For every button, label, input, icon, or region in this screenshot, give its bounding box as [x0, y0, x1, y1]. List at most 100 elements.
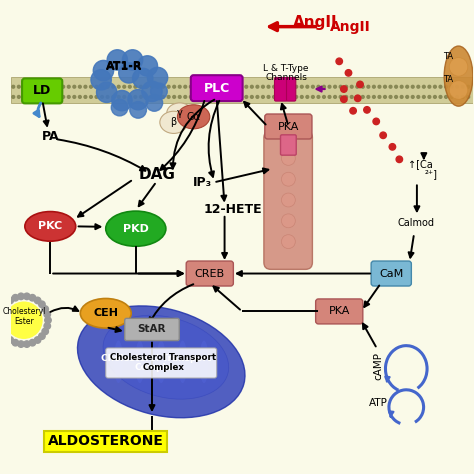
Bar	[11, 77, 474, 103]
Circle shape	[289, 96, 292, 98]
Circle shape	[356, 96, 359, 98]
Circle shape	[45, 85, 48, 88]
Circle shape	[273, 96, 275, 98]
Circle shape	[350, 108, 356, 114]
Circle shape	[245, 96, 248, 98]
Text: AngII: AngII	[293, 15, 337, 29]
Text: cAMP: cAMP	[374, 353, 383, 381]
Circle shape	[167, 96, 170, 98]
Circle shape	[422, 85, 425, 88]
Circle shape	[267, 85, 270, 88]
Circle shape	[51, 85, 54, 88]
Ellipse shape	[160, 111, 188, 134]
FancyBboxPatch shape	[186, 261, 233, 286]
Circle shape	[367, 96, 370, 98]
Text: 12-HETE: 12-HETE	[203, 203, 262, 216]
Circle shape	[445, 85, 447, 88]
Circle shape	[24, 341, 30, 347]
Circle shape	[317, 96, 320, 98]
Circle shape	[223, 85, 226, 88]
Circle shape	[147, 67, 168, 88]
Circle shape	[34, 297, 41, 304]
Circle shape	[151, 83, 167, 100]
Circle shape	[378, 85, 381, 88]
Circle shape	[142, 81, 162, 101]
Circle shape	[336, 58, 343, 64]
Circle shape	[355, 95, 361, 101]
Circle shape	[311, 96, 314, 98]
Circle shape	[211, 85, 214, 88]
Circle shape	[0, 306, 6, 312]
Circle shape	[289, 85, 292, 88]
Circle shape	[167, 85, 170, 88]
Circle shape	[461, 85, 464, 88]
Circle shape	[328, 96, 331, 98]
Circle shape	[62, 96, 64, 98]
Ellipse shape	[178, 340, 187, 383]
Circle shape	[323, 96, 325, 98]
Text: Complex: Complex	[135, 363, 178, 372]
Ellipse shape	[103, 315, 228, 399]
Ellipse shape	[160, 322, 173, 339]
Circle shape	[90, 85, 92, 88]
Circle shape	[234, 85, 237, 88]
Circle shape	[206, 85, 209, 88]
Circle shape	[411, 96, 414, 98]
Circle shape	[278, 85, 281, 88]
Ellipse shape	[80, 299, 131, 328]
Circle shape	[389, 85, 392, 88]
Ellipse shape	[106, 211, 166, 246]
Circle shape	[79, 96, 81, 98]
Text: Complex: Complex	[143, 363, 184, 372]
Circle shape	[428, 85, 431, 88]
Circle shape	[301, 96, 303, 98]
Circle shape	[18, 341, 24, 347]
FancyBboxPatch shape	[264, 131, 312, 269]
FancyBboxPatch shape	[371, 261, 411, 286]
Circle shape	[201, 96, 203, 98]
Circle shape	[40, 96, 42, 98]
Circle shape	[445, 96, 447, 98]
Circle shape	[56, 96, 59, 98]
Ellipse shape	[282, 193, 295, 207]
Text: ²⁺]: ²⁺]	[425, 170, 438, 180]
Circle shape	[345, 85, 347, 88]
Text: ATP: ATP	[369, 399, 388, 409]
Circle shape	[201, 85, 203, 88]
Circle shape	[0, 328, 6, 335]
Text: ↑[Ca: ↑[Ca	[408, 159, 432, 169]
Circle shape	[6, 302, 42, 338]
Circle shape	[45, 317, 51, 323]
Circle shape	[334, 96, 337, 98]
Circle shape	[434, 85, 437, 88]
Circle shape	[373, 118, 380, 125]
Circle shape	[95, 96, 98, 98]
Text: AngII: AngII	[330, 19, 371, 34]
Circle shape	[223, 96, 226, 98]
Circle shape	[34, 337, 41, 343]
Circle shape	[34, 85, 37, 88]
Circle shape	[40, 85, 42, 88]
Text: CREB: CREB	[195, 269, 225, 279]
Circle shape	[156, 96, 159, 98]
Circle shape	[380, 132, 386, 138]
Ellipse shape	[282, 235, 295, 248]
Circle shape	[250, 85, 253, 88]
Circle shape	[450, 96, 453, 98]
Circle shape	[146, 95, 163, 111]
Circle shape	[267, 96, 270, 98]
Circle shape	[195, 85, 198, 88]
Circle shape	[112, 85, 115, 88]
Ellipse shape	[177, 105, 210, 129]
Ellipse shape	[282, 152, 295, 165]
Circle shape	[228, 96, 231, 98]
Circle shape	[7, 297, 13, 304]
Text: L & T-Type: L & T-Type	[264, 64, 309, 73]
Text: TA: TA	[443, 52, 453, 61]
Circle shape	[262, 85, 264, 88]
Circle shape	[456, 96, 458, 98]
Text: DAG: DAG	[138, 167, 175, 182]
Circle shape	[12, 339, 18, 346]
Circle shape	[306, 85, 309, 88]
Circle shape	[173, 96, 175, 98]
